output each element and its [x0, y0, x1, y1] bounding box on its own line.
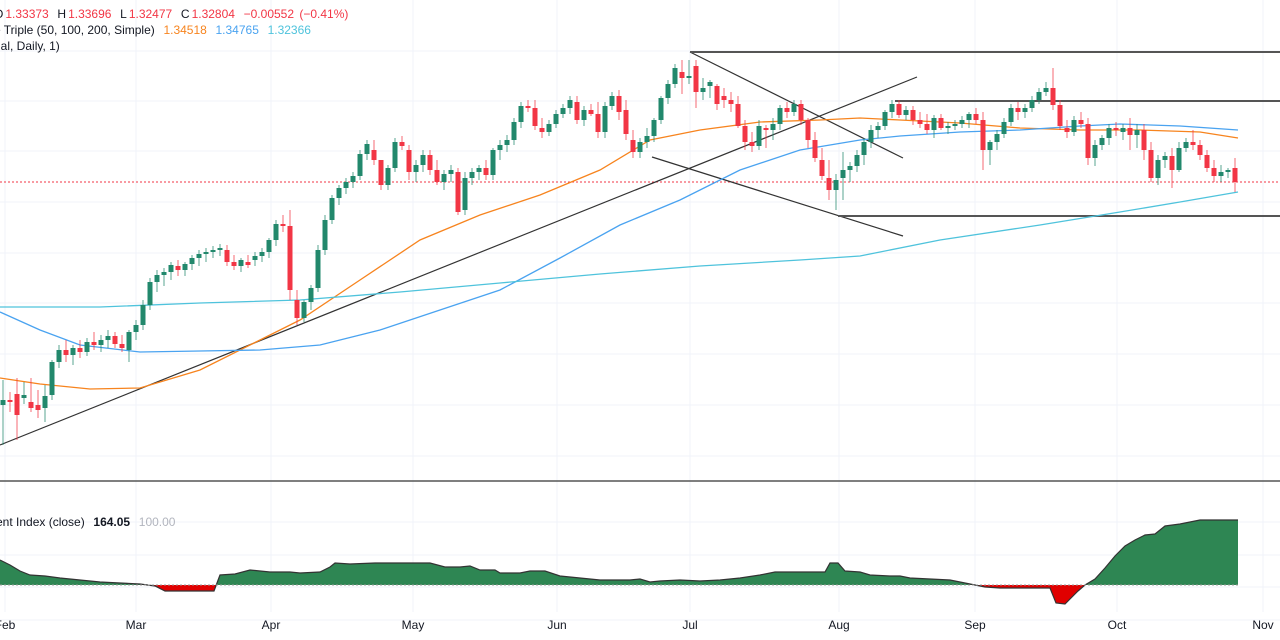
moving-averages — [0, 117, 1239, 390]
x-label: Aug — [828, 618, 850, 632]
ma50-value: 1.34518 — [163, 23, 207, 37]
gridlines — [0, 0, 1280, 621]
ma200-value: 1.32366 — [267, 23, 311, 37]
ma-legend[interactable]: e Triple (50, 100, 200, Simple) 1.34518 … — [0, 22, 313, 38]
trend-drawings[interactable] — [0, 51, 1280, 446]
open-label: O — [0, 7, 3, 21]
x-label: Oct — [1107, 618, 1127, 632]
x-label: May — [401, 618, 425, 632]
close-value: 1.32804 — [191, 7, 235, 21]
indicator-legend[interactable]: ment Index (close) 164.05 100.00 — [0, 514, 177, 530]
x-label: Nov — [1252, 618, 1274, 632]
indicator-level: 100.00 — [138, 515, 176, 529]
x-label: Mar — [125, 618, 147, 632]
source-text: nal, Daily, 1) — [0, 39, 60, 53]
ohlc-legend: O1.33373 H1.33696 L1.32477 C1.32804 −0.0… — [0, 6, 350, 22]
x-label: Jun — [547, 618, 567, 632]
close-label: C — [180, 7, 190, 21]
indicator-value: 164.05 — [93, 515, 131, 529]
x-label: Apr — [261, 618, 281, 632]
high-label: H — [57, 7, 67, 21]
open-value: 1.33373 — [5, 7, 49, 21]
source-legend: nal, Daily, 1) — [0, 38, 62, 54]
x-label: Sep — [964, 618, 986, 632]
high-value: 1.33696 — [68, 7, 112, 21]
x-label: Jul — [682, 618, 698, 632]
low-label: L — [120, 7, 127, 21]
candlesticks — [0, 60, 1238, 445]
ma-indicator-name: e Triple (50, 100, 200, Simple) — [0, 23, 155, 37]
x-label: Feb — [0, 618, 16, 632]
change-value: −0.00552 — [243, 7, 295, 21]
ma100-value: 1.34765 — [215, 23, 259, 37]
indicator-name: ment Index (close) — [0, 515, 85, 529]
change-percent: (−0.41%) — [299, 7, 349, 21]
momentum-area — [0, 519, 1238, 605]
low-value: 1.32477 — [128, 7, 173, 21]
